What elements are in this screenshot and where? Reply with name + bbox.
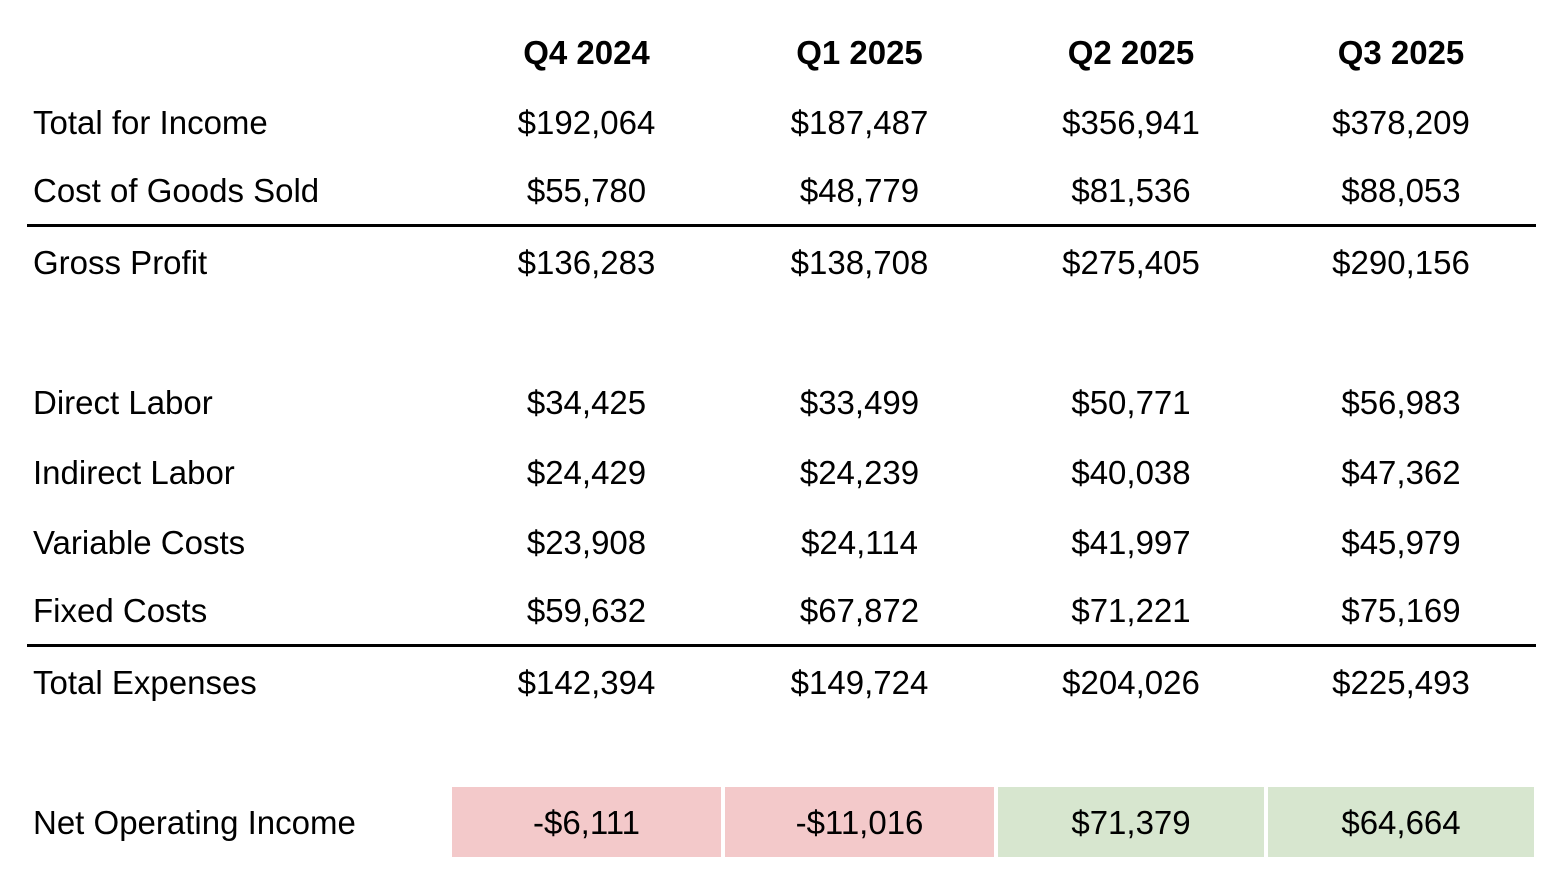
cell-value: $187,487 [790,103,929,141]
cell-value: $88,053 [1341,172,1461,209]
table-row-cost-of-goods-sold: Cost of Goods Sold $55,780 $48,779 $81,5… [27,157,1536,227]
cell-value: $55,780 [526,172,647,209]
row-label: Cost of Goods Sold [33,172,320,209]
cell-value-negative: -$6,111 [452,787,721,857]
row-label: Total for Income [33,103,268,141]
cell-value: $50,771 [1071,383,1191,421]
row-label: Indirect Labor [33,453,235,491]
table-row-direct-labor: Direct Labor $34,425 $33,499 $50,771 $56… [27,367,1536,437]
cell-value: $47,362 [1341,453,1461,491]
cell-value: $81,536 [1071,172,1191,209]
cell-value: $149,724 [790,663,929,701]
cell-value: $33,499 [799,383,920,421]
spacer-row [27,297,1536,367]
table-row-total-expenses: Total Expenses $142,394 $149,724 $204,02… [27,647,1536,717]
cell-value: $204,026 [1062,663,1200,701]
table-row-fixed-costs: Fixed Costs $59,632 $67,872 $71,221 $75,… [27,577,1536,647]
cell-value: $356,941 [1062,103,1200,141]
cell-value-positive: $71,379 [998,787,1264,857]
column-header-q1-2025: Q1 2025 [796,33,923,71]
cell-value: $225,493 [1332,663,1470,701]
cell-value: $378,209 [1332,103,1470,141]
quarterly-pnl-table: Q4 2024 Q1 2025 Q2 2025 Q3 2025 Total fo… [27,17,1536,857]
cell-value: $142,394 [517,663,656,701]
column-header-q3-2025: Q3 2025 [1337,33,1465,71]
cell-value: $24,239 [799,453,920,491]
spacer-row [27,717,1536,787]
cell-value: $290,156 [1332,243,1470,281]
cell-value-positive: $64,664 [1268,787,1534,857]
row-label: Net Operating Income [33,803,356,841]
cell-value: $48,779 [799,172,920,209]
row-label: Fixed Costs [33,592,208,629]
cell-value: $23,908 [526,523,647,561]
table-row-net-operating-income: Net Operating Income -$6,111 -$11,016 $7… [27,787,1536,857]
cell-value: $34,425 [526,383,647,421]
cell-value: $138,708 [790,243,929,281]
cell-value: $275,405 [1062,243,1200,281]
cell-value: $56,983 [1341,383,1461,421]
cell-value: $192,064 [517,103,656,141]
header-empty-cell [27,17,450,87]
row-label: Variable Costs [33,523,246,561]
cell-value-negative: -$11,016 [725,787,994,857]
cell-value: $75,169 [1341,592,1461,629]
table-row-gross-profit: Gross Profit $136,283 $138,708 $275,405 … [27,227,1536,297]
cell-value: $136,283 [517,243,656,281]
cell-value: $41,997 [1071,523,1191,561]
column-header-q4-2024: Q4 2024 [523,33,650,71]
row-label: Gross Profit [33,243,208,281]
cell-value: $24,429 [526,453,647,491]
table-header-row: Q4 2024 Q1 2025 Q2 2025 Q3 2025 [27,17,1536,87]
row-label: Direct Labor [33,383,213,421]
cell-value: $24,114 [801,523,918,561]
cell-value: $71,221 [1071,592,1191,629]
cell-value: $59,632 [526,592,647,629]
table-row-indirect-labor: Indirect Labor $24,429 $24,239 $40,038 $… [27,437,1536,507]
row-label: Total Expenses [33,663,257,701]
column-header-q2-2025: Q2 2025 [1067,33,1195,71]
table-row-total-for-income: Total for Income $192,064 $187,487 $356,… [27,87,1536,157]
cell-value: $40,038 [1071,453,1191,491]
cell-value: $67,872 [799,592,920,629]
table-row-variable-costs: Variable Costs $23,908 $24,114 $41,997 $… [27,507,1536,577]
cell-value: $45,979 [1341,523,1461,561]
